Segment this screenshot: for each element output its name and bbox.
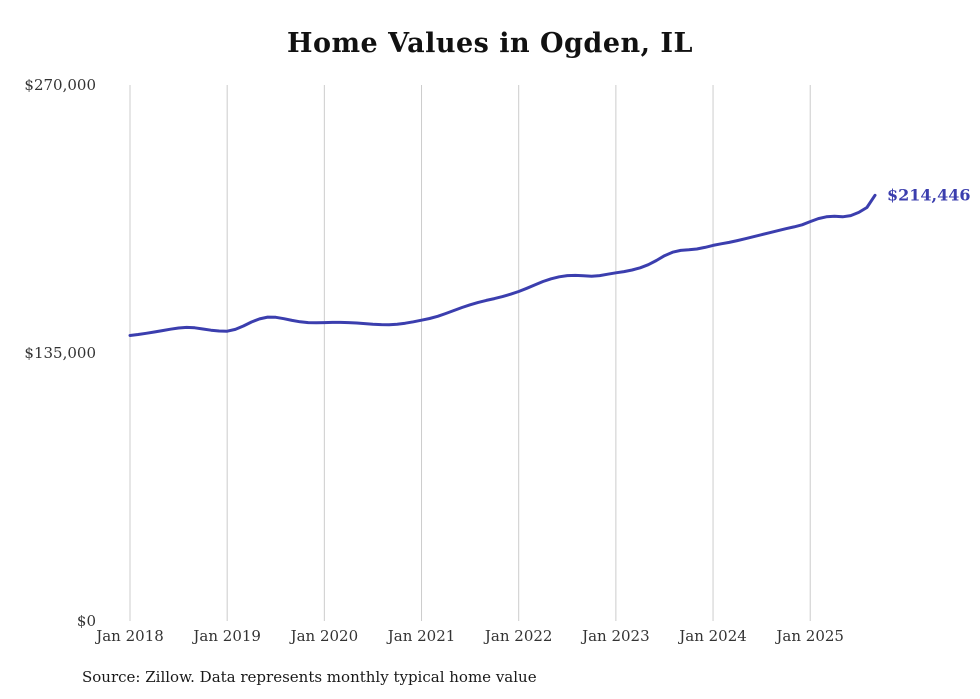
gridlines-group [129,85,811,621]
chart-title: Home Values in Ogden, IL [286,28,694,59]
end-value-label: $214,446 [887,185,971,204]
y-axis-tick-label: $135,000 [24,344,96,362]
end-value-label-group: $214,446 [887,185,971,204]
source-note: Source: Zillow. Data represents monthly … [82,668,537,686]
x-axis-tick-labels: Jan 2018 Jan 2019 Jan 2020 Jan 2021 Jan 2022… [94,627,844,645]
x-axis-tick-label: Jan 2020 [289,627,359,645]
y-axis-tick-label: $0 [77,612,96,630]
x-axis-tick-label: Jan 2025 [774,627,844,645]
x-axis-tick-label: Jan 2022 [483,627,553,645]
x-axis-tick-label: Jan 2024 [677,627,747,645]
x-axis-tick-label: Jan 2018 [94,627,164,645]
home-value-line [128,193,877,337]
y-axis-tick-label: $270,000 [24,76,96,94]
y-axis-tick-labels: $0 $135,000 $270,000 [24,76,96,630]
x-axis-tick-label: Jan 2019 [191,627,261,645]
value-line-group [128,193,877,337]
x-axis-tick-label: Jan 2023 [580,627,650,645]
x-axis-tick-label: Jan 2021 [386,627,456,645]
